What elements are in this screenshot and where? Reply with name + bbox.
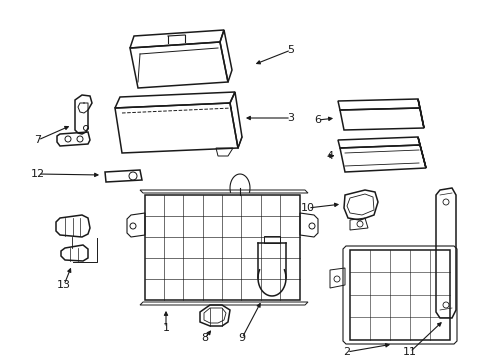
Text: 2: 2: [343, 347, 350, 357]
Text: 8: 8: [201, 333, 208, 343]
Bar: [145, 195, 299, 300]
Text: 5: 5: [287, 45, 294, 55]
Text: 13: 13: [57, 280, 71, 290]
Text: 10: 10: [301, 203, 314, 213]
Text: 11: 11: [402, 347, 416, 357]
Text: 9: 9: [238, 333, 245, 343]
Text: 3: 3: [287, 113, 294, 123]
Text: 4: 4: [326, 151, 333, 161]
Text: 1: 1: [162, 323, 169, 333]
Text: 12: 12: [31, 169, 45, 179]
Bar: [349, 250, 449, 340]
Text: 6: 6: [314, 115, 321, 125]
Text: 7: 7: [34, 135, 41, 145]
